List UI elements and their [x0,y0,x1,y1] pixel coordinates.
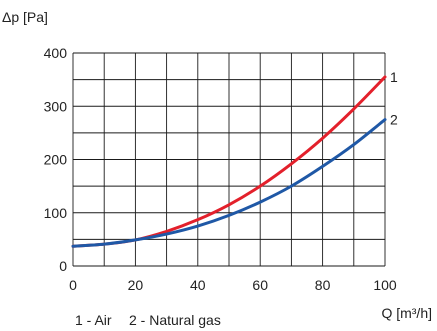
x-tick-label: 0 [69,277,77,293]
x-tick-label: 80 [315,277,331,293]
x-tick-label: 60 [252,277,268,293]
x-tick-label: 100 [373,277,397,293]
legend-item-air: 1 - Air [75,312,112,328]
y-axis-label: Δp [Pa] [2,9,48,25]
label-layer: Δp [Pa] Q [m³/h] 1 - Air 2 - Natural gas… [2,9,432,328]
y-tick-label: 200 [44,152,68,168]
series-end-label-2: 2 [390,112,398,128]
x-tick-label: 40 [190,277,206,293]
grid [72,52,386,267]
series-end-label-1: 1 [390,69,398,85]
series-line-2 [71,118,387,248]
x-tick-label: 20 [128,277,144,293]
x-axis-label: Q [m³/h] [381,305,432,321]
y-tick-label: 400 [44,45,68,61]
legend-item-natural-gas: 2 - Natural gas [129,312,221,328]
y-tick-label: 100 [44,205,68,221]
y-tick-label: 0 [59,258,67,274]
series-layer [71,75,387,248]
y-tick-label: 300 [44,98,68,114]
